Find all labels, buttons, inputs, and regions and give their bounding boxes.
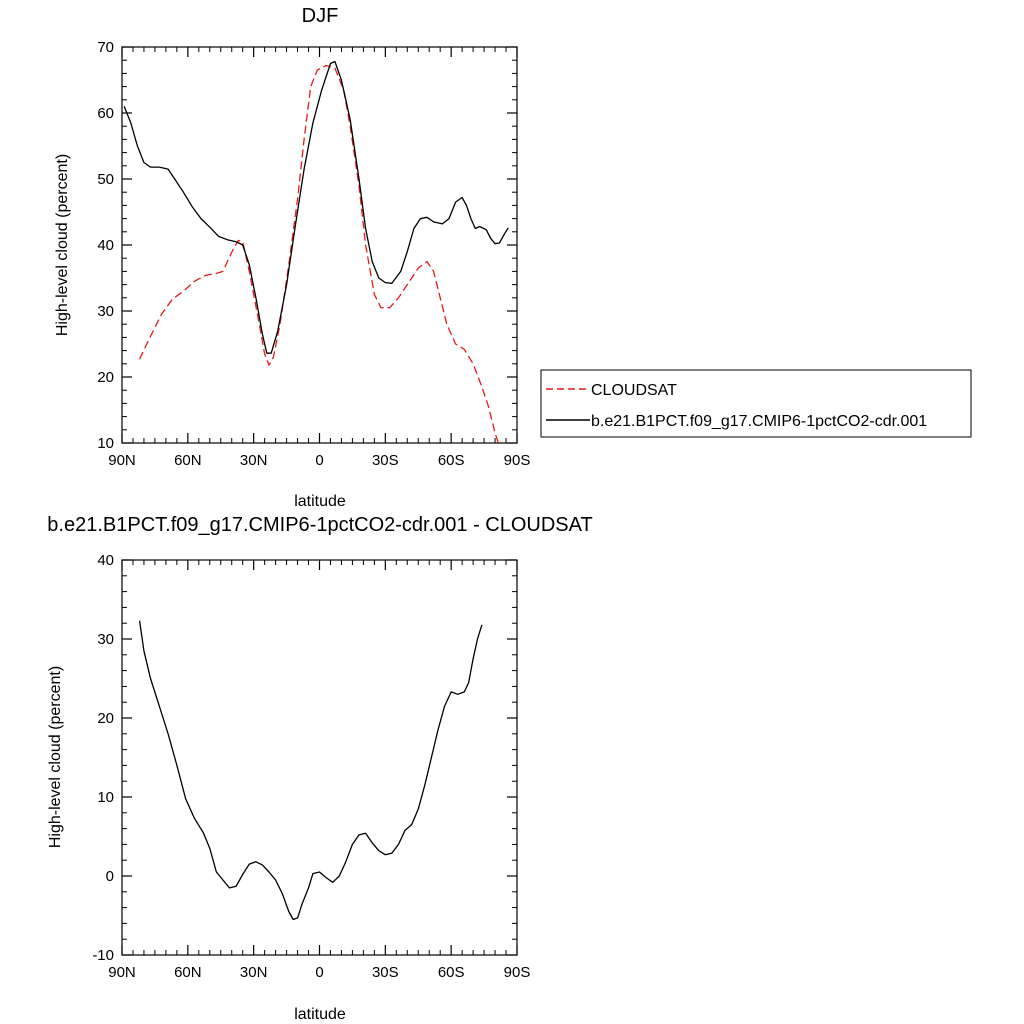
x-tick-label: 90S bbox=[504, 452, 531, 469]
x-tick-label: 30S bbox=[372, 964, 399, 981]
y-tick-label: -10 bbox=[92, 947, 114, 964]
legend: CLOUDSAT b.e21.B1PCT.f09_g17.CMIP6-1pctC… bbox=[540, 369, 972, 438]
x-tick-label: 90N bbox=[108, 964, 136, 981]
chart-top-ylabel: High-level cloud (percent) bbox=[54, 154, 71, 336]
chart-top-axes: 90N 60N 30N 0 30S 60S 90S 10 20 30 40 50 60 70 bbox=[97, 39, 530, 469]
y-tick-label: 0 bbox=[106, 868, 114, 885]
chart-bottom-series bbox=[138, 620, 483, 921]
x-tick-label: 30N bbox=[240, 452, 268, 469]
chart-bottom-ylabel: High-level cloud (percent) bbox=[47, 666, 64, 848]
plot-frame bbox=[121, 559, 518, 956]
y-tick-label: 40 bbox=[97, 237, 114, 254]
y-tick-label: 30 bbox=[97, 631, 114, 648]
x-tick-label: 60N bbox=[174, 964, 202, 981]
x-tick-label: 0 bbox=[315, 964, 323, 981]
series-line-model bbox=[123, 60, 509, 354]
chart-top: DJF 90N 60N 30N 0 30S 60S 90S 10 20 30 40 50 60 70 la… bbox=[54, 5, 530, 510]
plot-frame bbox=[121, 46, 518, 444]
chart-top-series bbox=[123, 60, 509, 443]
y-tick-label: 50 bbox=[97, 171, 114, 188]
x-tick-label: 30S bbox=[372, 452, 399, 469]
chart-top-title: DJF bbox=[302, 5, 339, 27]
x-tick-label: 60N bbox=[174, 452, 202, 469]
x-tick-label: 60S bbox=[438, 452, 465, 469]
series-line-difference bbox=[138, 620, 483, 921]
chart-top-xlabel: latitude bbox=[294, 493, 346, 510]
y-tick-label: 30 bbox=[97, 303, 114, 320]
legend-box bbox=[540, 369, 972, 438]
chart-bottom-axes: 90N 60N 30N 0 30S 60S 90S -10 0 10 20 30 40 bbox=[92, 552, 530, 981]
y-tick-label: 40 bbox=[97, 552, 114, 569]
series-line-cloudsat bbox=[139, 64, 500, 443]
x-tick-label: 30N bbox=[240, 964, 268, 981]
x-tick-label: 60S bbox=[438, 964, 465, 981]
x-tick-label: 0 bbox=[315, 452, 323, 469]
chart-bottom-title: b.e21.B1PCT.f09_g17.CMIP6-1pctCO2-cdr.00… bbox=[47, 514, 592, 536]
x-tick-label: 90S bbox=[504, 964, 531, 981]
legend-label-model: b.e21.B1PCT.f09_g17.CMIP6-1pctCO2-cdr.00… bbox=[591, 413, 927, 430]
legend-label-cloudsat: CLOUDSAT bbox=[591, 382, 677, 399]
y-tick-label: 10 bbox=[97, 435, 114, 452]
y-tick-label: 10 bbox=[97, 789, 114, 806]
x-tick-label: 90N bbox=[108, 452, 136, 469]
y-tick-label: 70 bbox=[97, 39, 114, 56]
y-tick-label: 20 bbox=[97, 369, 114, 386]
y-tick-label: 60 bbox=[97, 105, 114, 122]
chart-bottom-xlabel: latitude bbox=[294, 1006, 346, 1023]
chart-bottom: b.e21.B1PCT.f09_g17.CMIP6-1pctCO2-cdr.00… bbox=[47, 514, 593, 1023]
y-tick-label: 20 bbox=[97, 710, 114, 727]
